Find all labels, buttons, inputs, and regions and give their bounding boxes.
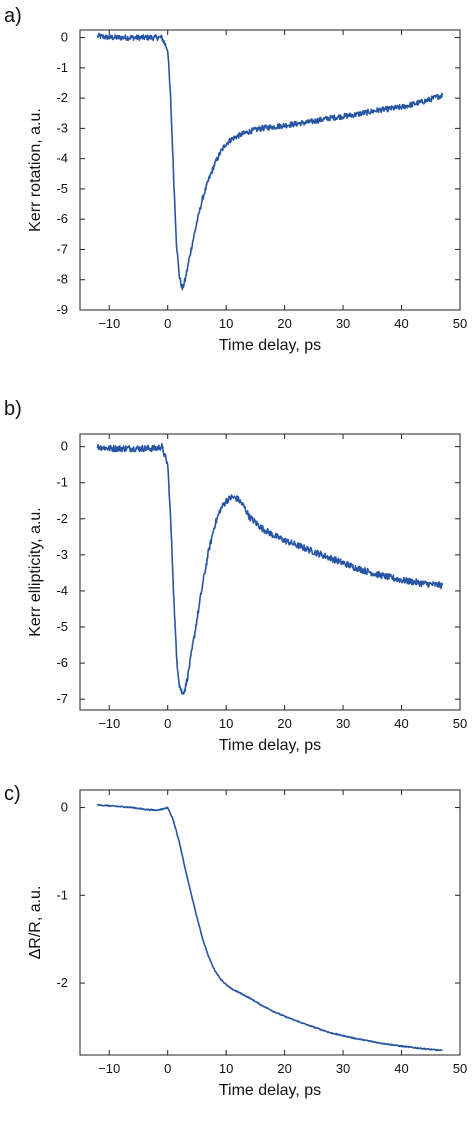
y-tick-label: -4 (56, 151, 68, 166)
panel-label: b) (4, 398, 22, 420)
y-tick-label: -3 (56, 120, 68, 135)
series-line-1 (96, 803, 443, 1052)
chart-panel-1: a) −10 0 10 20 30 40 50 0 -1 -2 -3 -4 -5 -6 -7 -8 -9 Time … (4, 5, 467, 354)
y-tick-label: -1 (56, 475, 68, 490)
x-tick-label: −10 (98, 1061, 120, 1076)
x-tick-label: 20 (277, 316, 291, 331)
chart-panel-2: b) −10 0 10 20 30 40 50 0 -1 -2 -3 -4 -5 -6 -7 Time dela… (4, 398, 467, 754)
y-tick-label: -1 (56, 60, 68, 75)
y-axis-label: ΔR/R, a.u. (27, 886, 44, 960)
x-tick-label: 30 (336, 316, 350, 331)
y-tick-label: -3 (56, 547, 68, 562)
plot-frame (79, 789, 461, 1056)
y-tick-label: 0 (61, 439, 68, 454)
x-tick-label: 0 (164, 316, 171, 331)
x-tick-label: 40 (394, 316, 408, 331)
x-tick-label: 40 (394, 716, 408, 731)
y-tick-label: -5 (56, 619, 68, 634)
plot-frame (79, 29, 461, 311)
y-tick-label: -2 (56, 511, 68, 526)
x-tick-label: −10 (98, 716, 120, 731)
x-tick-label: 10 (219, 716, 233, 731)
x-tick-label: 50 (453, 316, 467, 331)
y-axis-label: Kerr rotation, a.u. (27, 108, 44, 232)
y-tick-label: -7 (56, 691, 68, 706)
x-tick-label: 40 (394, 1061, 408, 1076)
series-line-1 (96, 32, 444, 291)
y-tick-label: -2 (56, 975, 68, 990)
chart-panel-3: c) −10 0 10 20 30 40 50 0 -1 -2 Time delay, ps ΔR/R,… (4, 783, 467, 1099)
x-tick-label: 0 (164, 1061, 171, 1076)
y-tick-label: -5 (56, 181, 68, 196)
x-axis-label: Time delay, ps (219, 737, 321, 754)
y-tick-label: -6 (56, 211, 68, 226)
x-tick-label: 20 (277, 1061, 291, 1076)
y-tick-label: -9 (56, 302, 68, 317)
series-line-1 (96, 443, 444, 695)
y-tick-label: -4 (56, 583, 68, 598)
y-tick-label: 0 (61, 800, 68, 815)
panel-label: c) (4, 783, 21, 805)
y-tick-label: -7 (56, 241, 68, 256)
y-tick-label: 0 (61, 30, 68, 45)
y-axis-label: Kerr ellipticity, a.u. (27, 507, 44, 637)
x-tick-label: 50 (453, 1061, 467, 1076)
x-tick-label: 10 (219, 1061, 233, 1076)
x-tick-label: 20 (277, 716, 291, 731)
x-tick-label: 30 (336, 716, 350, 731)
x-tick-label: −10 (98, 316, 120, 331)
panel-label: a) (4, 5, 22, 27)
x-tick-label: 50 (453, 716, 467, 731)
y-tick-label: -8 (56, 272, 68, 287)
plot-frame (79, 433, 461, 711)
x-axis-label: Time delay, ps (219, 337, 321, 354)
x-tick-label: 10 (219, 316, 233, 331)
x-tick-label: 30 (336, 1061, 350, 1076)
y-tick-label: -6 (56, 655, 68, 670)
y-tick-label: -1 (56, 887, 68, 902)
y-tick-label: -2 (56, 90, 68, 105)
x-axis-label: Time delay, ps (219, 1082, 321, 1099)
x-tick-label: 0 (164, 716, 171, 731)
